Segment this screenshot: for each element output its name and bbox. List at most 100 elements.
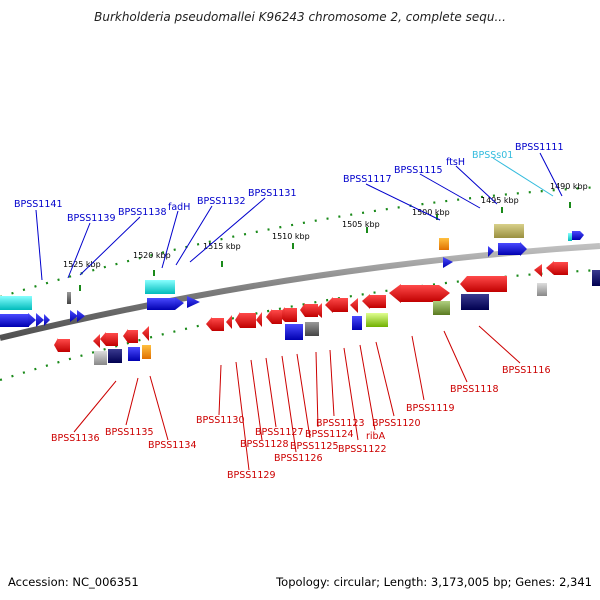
- gene-feature: [370, 295, 386, 308]
- rna-label-bpsss01: BPSSs01: [472, 150, 513, 161]
- accession-text: Accession: NC_006351: [8, 575, 139, 589]
- gene-label-bpss1115: BPSS1115: [394, 165, 442, 176]
- gene-label-bpss1122: BPSS1122: [338, 444, 386, 455]
- gene-feature: [36, 313, 44, 327]
- reverse-leader-lines: [73, 325, 521, 471]
- gene-feature: [94, 351, 107, 365]
- gene-feature: [443, 257, 453, 268]
- ruler-label: 1525 kbp: [63, 260, 101, 269]
- gene-label-bpss1116: BPSS1116: [502, 365, 550, 376]
- gene-feature: [362, 294, 370, 309]
- gene-feature: [142, 326, 149, 341]
- gene-feature: [256, 312, 262, 327]
- gene-label-bpss1117: BPSS1117: [343, 174, 391, 185]
- forward-labels[interactable]: BPSS1111 BPSSs01 ftsH BPSS1115 BPSS1117 …: [14, 142, 563, 224]
- gene-feature: [123, 329, 128, 343]
- gene-feature: [401, 285, 439, 302]
- ruler-label: 1505 kbp: [342, 220, 380, 229]
- gene-feature: [93, 334, 100, 348]
- gene-label-bpss1111: BPSS1111: [515, 142, 563, 153]
- gene-label-bpss1130: BPSS1130: [196, 415, 244, 426]
- gene-label-bpss1119: BPSS1119: [406, 403, 454, 414]
- gene-feature: [580, 231, 584, 240]
- gene-feature: [175, 297, 184, 310]
- gene-label-bpss1136: BPSS1136: [51, 433, 99, 444]
- gene-label-bpss1129: BPSS1129: [227, 470, 275, 481]
- gene-feature: [285, 324, 303, 340]
- gene-feature: [498, 243, 520, 255]
- gene-feature: [520, 242, 527, 256]
- gene-feature: [389, 284, 401, 303]
- gene-feature: [226, 315, 232, 329]
- gene-label-bpss1132: BPSS1132: [197, 196, 245, 207]
- gene-feature: [44, 314, 50, 326]
- ruler-label: 1490 kbp: [550, 182, 588, 191]
- gene-feature: [100, 332, 106, 346]
- gene-feature: [592, 270, 600, 286]
- gene-feature: [272, 310, 282, 324]
- gene-feature: [554, 262, 568, 275]
- gene-feature: [5, 314, 29, 327]
- gene-label-bpss1135: BPSS1135: [105, 427, 153, 438]
- gene-feature: [54, 338, 58, 352]
- gene-feature: [314, 303, 322, 318]
- gene-feature: [58, 339, 70, 352]
- gene-feature: [572, 231, 580, 240]
- gene-label-bpss1125: BPSS1125: [290, 441, 338, 452]
- gene-feature: [300, 303, 305, 317]
- gene-feature: [488, 246, 494, 257]
- gene-feature: [128, 330, 138, 343]
- map-title: Burkholderia pseudomallei K96243 chromos…: [94, 10, 506, 24]
- gene-feature: [0, 314, 5, 327]
- gene-label-bpss1124: BPSS1124: [305, 429, 353, 440]
- gene-feature: [70, 310, 78, 322]
- gene-feature: [266, 309, 272, 324]
- forward-leader-lines: [35, 152, 563, 281]
- gene-feature: [352, 316, 362, 330]
- reverse-features[interactable]: [54, 261, 600, 365]
- ruler-label: 1520 kbp: [133, 251, 171, 260]
- gene-feature: [106, 333, 118, 346]
- ruler-labels: 1490 kbp 1495 kbp 1500 kbp 1505 kbp 1510…: [63, 182, 588, 269]
- gene-feature: [494, 224, 524, 238]
- gene-feature: [240, 313, 256, 328]
- gene-feature: [467, 276, 507, 292]
- gene-feature: [235, 312, 240, 328]
- gene-feature: [305, 322, 319, 336]
- gene-feature: [546, 261, 554, 275]
- gene-label-bpss1138: BPSS1138: [118, 207, 166, 218]
- gene-label-bpss1131: BPSS1131: [248, 188, 296, 199]
- gene-label-ftsh: ftsH: [446, 157, 465, 168]
- gene-feature: [433, 301, 450, 315]
- gene-feature: [568, 233, 572, 241]
- gene-label-bpss1128: BPSS1128: [240, 439, 288, 450]
- gene-feature: [145, 280, 175, 294]
- gene-label-bpss1139: BPSS1139: [67, 213, 115, 224]
- gene-label-bpss1126: BPSS1126: [274, 453, 322, 464]
- forward-features[interactable]: [0, 224, 584, 327]
- gene-feature: [108, 349, 122, 363]
- gene-label-bpss1134: BPSS1134: [148, 440, 196, 451]
- gene-feature: [333, 298, 348, 312]
- gene-feature: [28, 313, 36, 327]
- gene-label-bpss1120: BPSS1120: [372, 418, 420, 429]
- gene-label-bpss1123: BPSS1123: [316, 418, 364, 429]
- gene-feature: [128, 347, 140, 361]
- gene-label-fadh: fadH: [168, 202, 190, 213]
- gene-feature: [187, 296, 200, 308]
- genome-summary-text: Topology: circular; Length: 3,173,005 bp…: [276, 575, 592, 589]
- gene-feature: [350, 298, 358, 313]
- gene-feature: [461, 294, 489, 310]
- ruler-label: 1510 kbp: [272, 232, 310, 241]
- reverse-labels[interactable]: BPSS1116 BPSS1118 BPSS1119 BPSS1120 ribA…: [51, 365, 550, 481]
- gene-feature: [67, 292, 71, 304]
- gene-feature: [439, 238, 449, 250]
- gene-feature: [142, 345, 151, 359]
- ruler-label: 1515 kbp: [203, 242, 241, 251]
- gene-label-bpss1141: BPSS1141: [14, 199, 62, 210]
- gene-label-riba: ribA: [366, 431, 386, 442]
- gene-feature: [537, 283, 547, 296]
- gene-feature: [77, 310, 85, 322]
- gene-feature: [305, 304, 318, 317]
